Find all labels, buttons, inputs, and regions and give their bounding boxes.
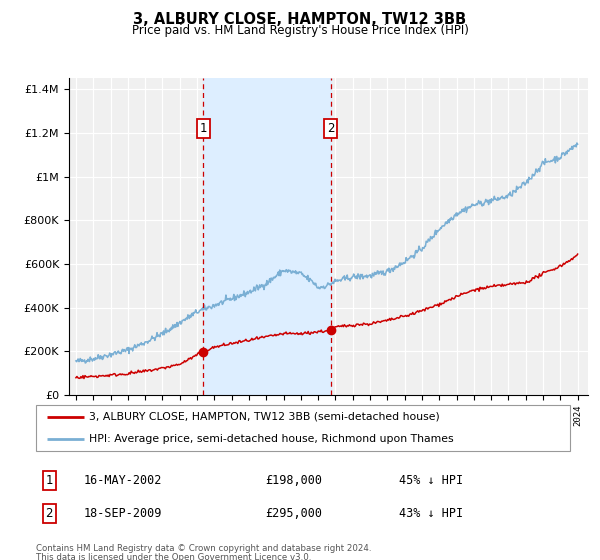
Text: 3, ALBURY CLOSE, HAMPTON, TW12 3BB: 3, ALBURY CLOSE, HAMPTON, TW12 3BB [133, 12, 467, 27]
Text: 2: 2 [327, 122, 334, 135]
Text: 45% ↓ HPI: 45% ↓ HPI [399, 474, 463, 487]
Text: 1: 1 [200, 122, 207, 135]
Text: 2: 2 [46, 507, 53, 520]
Bar [203, 78, 331, 395]
Text: 1: 1 [46, 474, 53, 487]
Text: Price paid vs. HM Land Registry's House Price Index (HPI): Price paid vs. HM Land Registry's House … [131, 24, 469, 37]
Text: Contains HM Land Registry data © Crown copyright and database right 2024.: Contains HM Land Registry data © Crown c… [36, 544, 371, 553]
Text: HPI: Average price, semi-detached house, Richmond upon Thames: HPI: Average price, semi-detached house,… [89, 434, 454, 444]
Text: £295,000: £295,000 [266, 507, 323, 520]
Text: 16-MAY-2002: 16-MAY-2002 [84, 474, 163, 487]
FancyBboxPatch shape [36, 405, 570, 451]
Text: 18-SEP-2009: 18-SEP-2009 [84, 507, 163, 520]
Text: 43% ↓ HPI: 43% ↓ HPI [399, 507, 463, 520]
Text: 3, ALBURY CLOSE, HAMPTON, TW12 3BB (semi-detached house): 3, ALBURY CLOSE, HAMPTON, TW12 3BB (semi… [89, 412, 440, 422]
Text: This data is licensed under the Open Government Licence v3.0.: This data is licensed under the Open Gov… [36, 553, 311, 560]
Text: £198,000: £198,000 [266, 474, 323, 487]
